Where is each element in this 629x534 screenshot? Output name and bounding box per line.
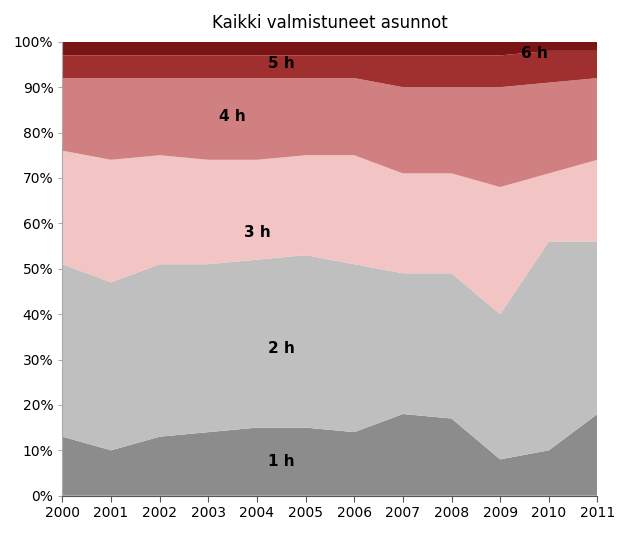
Text: 5 h: 5 h (268, 56, 294, 70)
Text: 4 h: 4 h (220, 109, 246, 124)
Title: Kaikki valmistuneet asunnot: Kaikki valmistuneet asunnot (212, 14, 448, 32)
Text: 2 h: 2 h (268, 341, 295, 356)
Text: 6 h: 6 h (521, 45, 548, 61)
Text: 3 h: 3 h (243, 225, 270, 240)
Text: 1 h: 1 h (268, 454, 294, 469)
